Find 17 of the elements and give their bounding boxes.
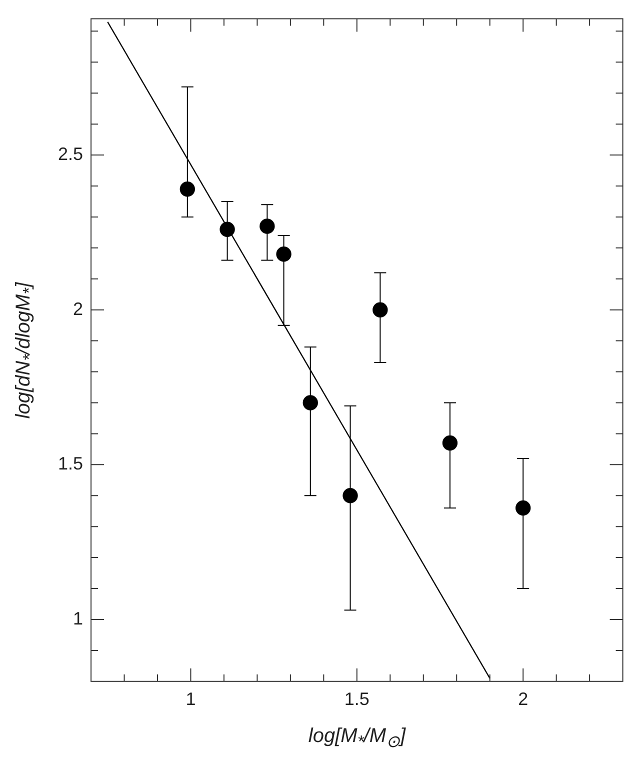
- y-tick-label: 2: [73, 298, 84, 319]
- point: [342, 488, 358, 504]
- y-tick-label: 1: [73, 608, 84, 628]
- point: [220, 222, 235, 237]
- x-tick-label: 1.5: [344, 689, 370, 710]
- point: [442, 435, 458, 451]
- y-tick-label: 1.5: [58, 454, 84, 474]
- x-tick-label: 1: [186, 689, 196, 710]
- point: [372, 302, 388, 318]
- x-axis-title: log[M$_{*}$/M$_{⊙}$]: [308, 725, 406, 752]
- y-tick-label: 2.5: [58, 144, 84, 164]
- x-tick-label: 2: [518, 689, 528, 710]
- point: [515, 500, 531, 516]
- point: [276, 246, 292, 262]
- point: [260, 218, 275, 234]
- point: [302, 395, 318, 410]
- point: [180, 181, 196, 197]
